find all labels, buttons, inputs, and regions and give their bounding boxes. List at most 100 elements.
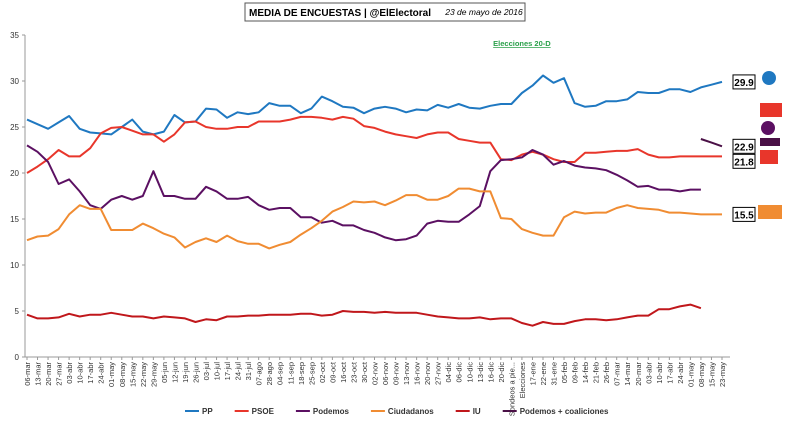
callout-box [732,153,756,169]
series-line [26,187,722,250]
x-tick-label: 01-may [686,362,695,387]
x-tick-label: 17-jul [223,362,232,381]
y-tick-label: 15 [10,215,19,224]
x-tick-label: 20-dic [497,362,506,383]
x-tick-label: 03-abr [65,362,74,384]
x-tick-label: 12-jun [170,362,179,383]
callout-label: 22.9 [734,142,754,153]
x-tick-label: 27-nov [434,362,443,385]
x-tick-label: 15-may [707,362,716,387]
legend-label: PP [202,407,213,416]
x-tick-label: 03-abr [644,362,653,384]
callout-box [732,74,756,90]
x-tick-label: 06-mar [23,362,32,386]
y-tick-label: 5 [15,307,20,316]
x-tick-label: 19-jun [181,362,190,383]
series-line [700,138,723,148]
y-tick-label: 25 [10,123,19,132]
x-tick-label: Elecciones [518,362,527,399]
callout-box [732,138,756,154]
x-tick-label: 20-mar [44,362,53,386]
x-tick-label: 13-mar [34,362,43,386]
x-tick-label: 03-jul [202,362,211,381]
legend-label: Podemos + coaliciones [520,407,609,416]
y-tick-label: 20 [10,169,19,178]
x-tick-label: 31-jul [244,362,253,381]
x-tick-label: 13-dic [476,362,485,383]
x-tick-label: 04-dic [444,362,453,383]
x-tick-label: 07-mar [613,362,622,386]
x-tick-label: 09-nov [392,362,401,385]
x-tick-label: 31-ene [550,362,559,385]
x-tick-label: 16-dic [486,362,495,383]
legend-label: Podemos [313,407,350,416]
y-tick-label: 10 [10,261,19,270]
x-tick-label: 06-dic [455,362,464,383]
x-tick-label: 29-may [149,362,158,387]
x-tick-label: 21-feb [592,362,601,383]
x-tick-label: 15-may [128,362,137,387]
party-logos [758,71,782,219]
annotation: Elecciones 20-D [493,39,551,48]
x-tick-label: 23-oct [349,361,358,383]
callout-label: 15.5 [734,210,754,221]
x-tick-label: 09-oct [328,361,337,383]
x-tick-label: 22-may [139,362,148,387]
x-tick-label: 08-may [697,362,706,387]
x-tick-label: 10-jul [213,362,222,381]
x-tick-label: 10-dic [465,362,474,383]
x-tick-label: 26-feb [602,362,611,383]
x-tick-label: 16-nov [413,362,422,385]
x-tick-label: 01-may [107,362,116,387]
x-tick-label: 05-feb [560,362,569,383]
x-tick-label: 13-nov [402,362,411,385]
callout-label: 29.9 [734,78,754,89]
x-tick-label: 28-ago [265,362,274,385]
x-tick-label: 14-feb [581,362,590,383]
x-tick-label: 08-may [118,362,127,387]
x-tick-label: 02-oct [318,361,327,383]
x-tick-label: 18-sep [297,362,306,385]
x-tick-label: 23-may [718,362,727,387]
x-tick-label: 10-abr [655,362,664,384]
legend-label: IU [473,407,481,416]
y-tick-label: 0 [15,353,20,362]
callout-box [732,206,756,222]
x-tick-label: 02-nov [371,362,380,385]
x-tick-label: 24-abr [676,362,685,384]
series-line [26,303,702,327]
x-tick-label: 20-mar [634,362,643,386]
legend-label: Ciudadanos [388,407,434,416]
x-tick-label: 09-feb [571,362,580,383]
x-tick-label: 10-abr [76,362,85,384]
chart-subtitle: 23 de mayo de 2016 [444,7,523,17]
x-tick-label: 30-oct [360,361,369,383]
x-tick-label: 04-sep [276,362,285,385]
x-tick-label: 06-nov [381,362,390,385]
x-tick-label: 24-jul [234,362,243,381]
x-tick-label: 16-oct [339,361,348,383]
x-tick-label: 22-ene [539,362,548,385]
x-tick-label: 26-jun [191,362,200,383]
x-tick-label: 17-abr [86,362,95,384]
x-tick-label: 17-abr [665,362,674,384]
y-tick-label: 30 [10,77,19,86]
title-box [244,2,526,22]
series-line [26,144,701,242]
x-tick-label: 24-abr [97,362,106,384]
series-line [26,74,723,136]
y-tick-label: 35 [10,31,19,40]
x-tick-label: 25-sep [307,362,316,385]
x-tick-label: Sondeos a pie... [507,362,516,416]
x-tick-label: 05-jun [160,362,169,383]
series-line [26,115,722,174]
x-tick-label: 27-mar [55,362,64,386]
legend-label: PSOE [252,407,275,416]
callout-label: 21.8 [734,157,754,168]
x-tick-label: 11-sep [286,362,295,384]
x-tick-label: 07-ago [255,362,264,385]
x-tick-label: 14-mar [623,362,632,386]
x-tick-label: 20-nov [423,362,432,385]
chart-title: MEDIA DE ENCUESTAS | @ElElectoral [249,8,431,19]
